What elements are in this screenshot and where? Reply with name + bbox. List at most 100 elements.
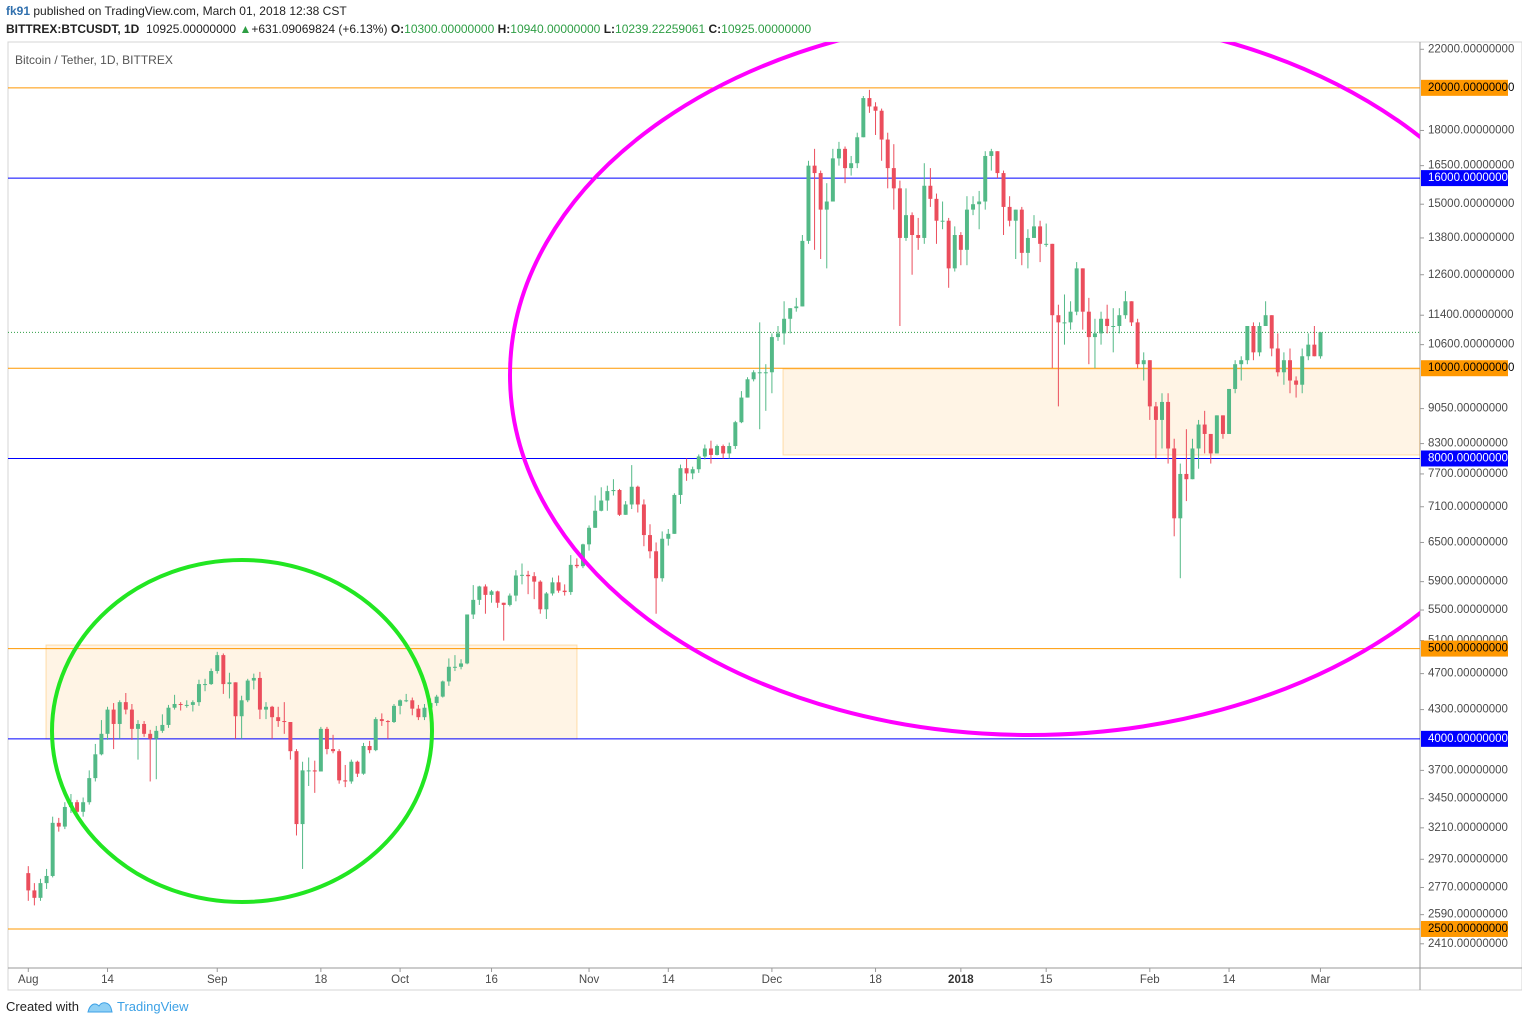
candle-body	[117, 702, 122, 724]
candle-body	[1105, 318, 1110, 327]
candle-body	[1032, 226, 1036, 238]
candle-body	[355, 761, 360, 774]
candle-body	[1068, 311, 1073, 323]
x-tick-label: Mar	[1311, 974, 1331, 986]
candle-body	[1092, 333, 1097, 338]
x-tick-label: 14	[662, 974, 675, 986]
candle-body	[727, 446, 732, 454]
candle-body	[623, 504, 628, 515]
candle-body	[1025, 237, 1030, 253]
level-label-bg	[1421, 730, 1508, 747]
candle-body	[99, 733, 104, 755]
candle-body	[830, 158, 835, 202]
candle-body	[385, 721, 390, 723]
candle-body	[690, 469, 695, 474]
candle-body	[934, 198, 939, 221]
user[interactable]: fk91	[6, 4, 31, 18]
candle-body	[105, 709, 110, 734]
axes: 22000.00000000 18000.00000000 16500.000000…	[18, 43, 1514, 986]
candle-body	[629, 486, 634, 505]
candle-body	[233, 682, 238, 717]
y-tick-label: 10600.00000000	[1428, 339, 1514, 351]
symbol: BITTREX:BTCUSDT, 1D	[6, 22, 140, 36]
x-tick-label: 14	[101, 974, 114, 986]
candle-body	[373, 719, 378, 751]
candle-body	[56, 822, 61, 827]
candle-body	[806, 165, 811, 241]
candle-body	[32, 890, 37, 898]
candle-body	[1074, 268, 1079, 312]
candle-body	[446, 666, 451, 682]
candle-body	[1281, 360, 1286, 373]
candle-body	[568, 564, 573, 593]
candle-body	[44, 875, 49, 884]
y-tick-label: 18000.00000000	[1428, 124, 1514, 136]
candle-body	[995, 151, 1000, 174]
candle-body	[257, 677, 262, 710]
candle-body	[1062, 322, 1067, 324]
chart: Bitcoin / Tether, 1D, BITTREX 22000.0000…	[7, 41, 1522, 991]
publish-line: fk91 published on TradingView.com, March…	[6, 4, 347, 18]
candle-body	[416, 708, 421, 718]
ohlc-value: 10300.00000000	[404, 22, 495, 36]
candle-body	[946, 220, 951, 269]
candle-body	[1099, 318, 1104, 334]
level-label: 10000.00000000	[1428, 362, 1514, 374]
candle-body	[410, 700, 415, 709]
level-label: 16000.00000000	[1428, 172, 1514, 184]
candle-body	[1019, 209, 1024, 253]
candle-body	[952, 235, 957, 269]
candle-body	[1294, 380, 1299, 385]
chart-frame	[7, 41, 1522, 991]
candle-body	[739, 397, 744, 423]
ohlc-key: C:	[708, 22, 722, 36]
candle-body	[897, 188, 902, 238]
created-with: Created with	[6, 999, 79, 1014]
levels	[8, 87, 1420, 930]
candle-body	[849, 163, 854, 169]
candle-body	[940, 220, 945, 222]
x-tick-label: 15	[1040, 974, 1053, 986]
candle-body	[580, 544, 585, 567]
candle-body	[495, 591, 500, 603]
candle-body	[721, 446, 726, 454]
candle-body	[648, 535, 652, 552]
candle-body	[184, 704, 189, 706]
candle-body	[1080, 268, 1085, 312]
candle-body	[678, 468, 683, 495]
candle-body	[196, 684, 201, 703]
candle-body	[800, 240, 805, 307]
candle-body	[836, 148, 841, 159]
candle-body	[971, 204, 976, 210]
ellipses	[50, 42, 1420, 904]
x-tick-label: 18	[314, 974, 327, 986]
candle-body	[550, 582, 555, 594]
candle-body	[459, 663, 464, 667]
candle-body	[904, 215, 908, 238]
candle-body	[318, 728, 323, 772]
level-label-bg	[1421, 360, 1508, 377]
y-tick-label: 22000.00000000	[1428, 43, 1514, 55]
drawings	[45, 368, 1420, 740]
x-tick-label: Dec	[762, 974, 783, 986]
candle-body	[672, 494, 677, 534]
candle-body	[1013, 209, 1018, 221]
candle-body	[294, 751, 299, 825]
candle-body	[928, 185, 933, 199]
candle-body	[154, 730, 159, 739]
x-tick-label: Aug	[18, 974, 38, 986]
candle-body	[1038, 226, 1043, 244]
candle-body	[1227, 388, 1232, 434]
candle-body	[1172, 448, 1177, 519]
candle-body	[1178, 473, 1183, 519]
candle-body	[282, 721, 287, 723]
candle-body	[1147, 360, 1152, 407]
candle-body	[264, 706, 268, 710]
candle-body	[1123, 301, 1128, 316]
candle-body	[148, 733, 153, 739]
candle-body	[605, 491, 610, 501]
candle-body	[654, 551, 659, 579]
brand[interactable]: TradingView	[116, 999, 189, 1014]
candle-body	[379, 719, 384, 722]
